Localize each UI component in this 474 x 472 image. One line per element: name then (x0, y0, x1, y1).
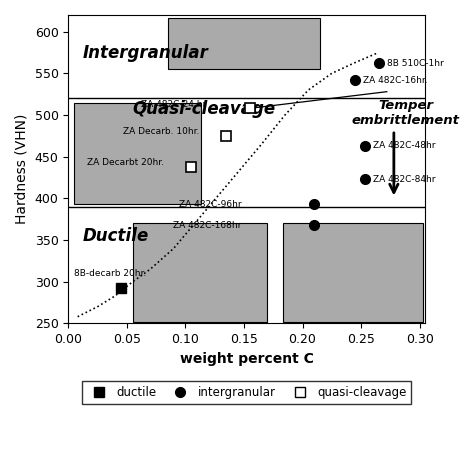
Text: Intergranular: Intergranular (82, 43, 208, 61)
Bar (74, 102, 201, 204)
Legend: ductile, intergranular, quasi-cleavage: ductile, intergranular, quasi-cleavage (82, 381, 411, 404)
Text: ZA 482C-24 hr: ZA 482C-24 hr (141, 100, 207, 109)
X-axis label: weight percent C: weight percent C (180, 352, 314, 366)
Bar (133, 223, 267, 322)
Text: ZA 482C-84hr: ZA 482C-84hr (373, 175, 435, 184)
Text: Ductile: Ductile (82, 227, 148, 245)
Text: ZA 482C-48hr: ZA 482C-48hr (373, 141, 435, 151)
Bar (283, 223, 423, 322)
Text: ZA 482C-168hr: ZA 482C-168hr (173, 220, 242, 229)
Text: 8B-decarb 20hr.: 8B-decarb 20hr. (74, 269, 146, 278)
Bar (168, 17, 320, 69)
Text: 8B 510C-1hr: 8B 510C-1hr (387, 59, 444, 68)
Text: ZA 482C-96hr: ZA 482C-96hr (179, 200, 242, 209)
Text: Temper
embrittlement: Temper embrittlement (352, 99, 460, 126)
Y-axis label: Hardness (VHN): Hardness (VHN) (15, 114, 29, 224)
Text: Quasi-cleavage: Quasi-cleavage (133, 100, 276, 118)
Text: ZA 482C-16hr.: ZA 482C-16hr. (364, 76, 428, 84)
Text: ZA Decarb. 10hr.: ZA Decarb. 10hr. (123, 127, 200, 136)
Text: ZA Decarbt 20hr.: ZA Decarbt 20hr. (87, 158, 164, 167)
